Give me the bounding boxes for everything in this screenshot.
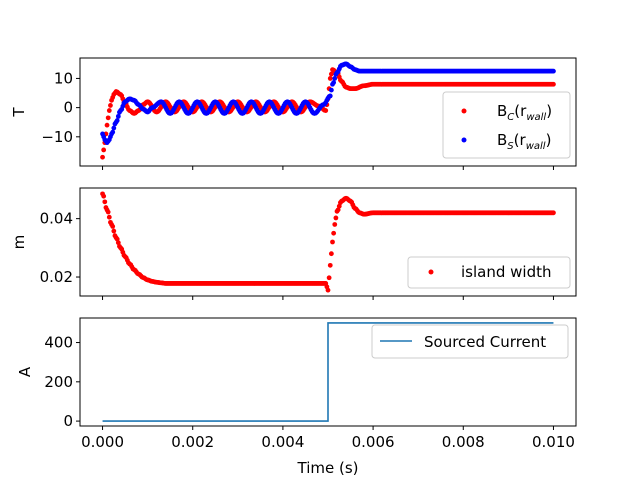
data-point xyxy=(331,230,337,236)
data-point xyxy=(327,262,333,268)
data-point xyxy=(104,122,110,128)
data-point xyxy=(108,103,113,108)
panel-1-marks xyxy=(100,61,556,160)
legend-marker-island-width xyxy=(428,269,434,275)
panel-2-legend: island width xyxy=(407,256,571,289)
data-point xyxy=(332,76,338,81)
panel-2: 0.02 0.04 m island width xyxy=(10,187,577,300)
data-point xyxy=(323,108,329,113)
legend-frame xyxy=(407,256,571,289)
data-point xyxy=(106,214,112,220)
y-tick-label: 0 xyxy=(63,99,73,117)
data-point xyxy=(114,118,120,123)
data-point xyxy=(102,199,108,205)
legend-frame xyxy=(371,324,569,359)
y-tick-label: 200 xyxy=(44,373,73,391)
data-point xyxy=(335,207,341,213)
data-point xyxy=(330,239,335,245)
panel-3-frame xyxy=(79,317,577,427)
panel-3-xlabel: Time (s) xyxy=(297,459,359,477)
data-point xyxy=(328,71,334,77)
data-point xyxy=(111,125,117,131)
data-point xyxy=(111,228,117,234)
series-line-sourced-current xyxy=(102,322,554,422)
panel-1: −10 0 10 T BC(rwall) BS(rwall) xyxy=(10,57,577,170)
panel-3-ticks: 0 200 400 0.000 0.002 0.004 0.006 0.008 0.010 xyxy=(44,334,575,451)
panel-3-legend: Sourced Current xyxy=(371,324,569,359)
data-point xyxy=(551,68,556,74)
panel-2-frame xyxy=(79,187,577,297)
data-point xyxy=(326,275,332,281)
panel-1-ylabel: T xyxy=(10,107,28,118)
data-point xyxy=(331,80,337,85)
data-point xyxy=(336,203,342,209)
x-tick-label: 0.006 xyxy=(352,433,395,451)
x-tick-label: 0.010 xyxy=(532,433,575,451)
data-point xyxy=(114,236,120,242)
legend-label-island-width: island width xyxy=(461,263,551,281)
legend-label-sourced-current: Sourced Current xyxy=(424,333,546,351)
data-point xyxy=(327,76,333,81)
legend-label-bc: BC(rwall) xyxy=(497,102,552,123)
y-tick-label: −10 xyxy=(41,128,73,146)
panel-3-marks xyxy=(102,322,554,422)
panel-2-ylabel: m xyxy=(10,235,28,250)
data-point xyxy=(115,113,121,119)
data-point xyxy=(551,81,556,87)
panel-1-legend: BC(rwall) BS(rwall) xyxy=(442,91,571,159)
data-point xyxy=(101,147,107,153)
data-point xyxy=(551,210,556,216)
panel-1-frame xyxy=(79,57,577,167)
x-tick-label: 0.004 xyxy=(261,433,304,451)
data-point xyxy=(106,108,112,113)
data-point xyxy=(115,240,121,246)
data-point xyxy=(101,193,107,199)
y-tick-label: 10 xyxy=(54,69,73,87)
x-tick-label: 0.002 xyxy=(171,433,214,451)
data-point xyxy=(110,129,116,135)
data-point xyxy=(328,251,334,257)
data-point xyxy=(110,224,116,229)
data-point xyxy=(332,222,338,227)
y-tick-label: 0.02 xyxy=(40,268,73,286)
legend-marker-bc xyxy=(461,108,467,114)
legend-frame xyxy=(442,91,571,159)
y-tick-label: 400 xyxy=(44,334,73,352)
panel-1-ticks: −10 0 10 xyxy=(41,69,554,170)
data-point xyxy=(325,287,331,293)
x-tick-label: 0.008 xyxy=(442,433,485,451)
data-point xyxy=(105,209,111,215)
y-tick-label: 0 xyxy=(63,412,73,430)
data-point xyxy=(100,154,105,160)
legend-label-bs: BS(rwall) xyxy=(497,131,551,152)
y-tick-label: 0.04 xyxy=(40,210,73,228)
panel-3-ylabel: A xyxy=(16,366,34,377)
legend-marker-bs xyxy=(461,137,467,143)
data-point xyxy=(328,87,334,93)
data-point xyxy=(327,93,333,99)
data-point xyxy=(333,215,339,221)
x-tick-label: 0.000 xyxy=(81,433,124,451)
panel-2-marks xyxy=(100,191,556,293)
data-point xyxy=(105,115,111,121)
panel-2-ticks: 0.02 0.04 xyxy=(40,210,554,300)
